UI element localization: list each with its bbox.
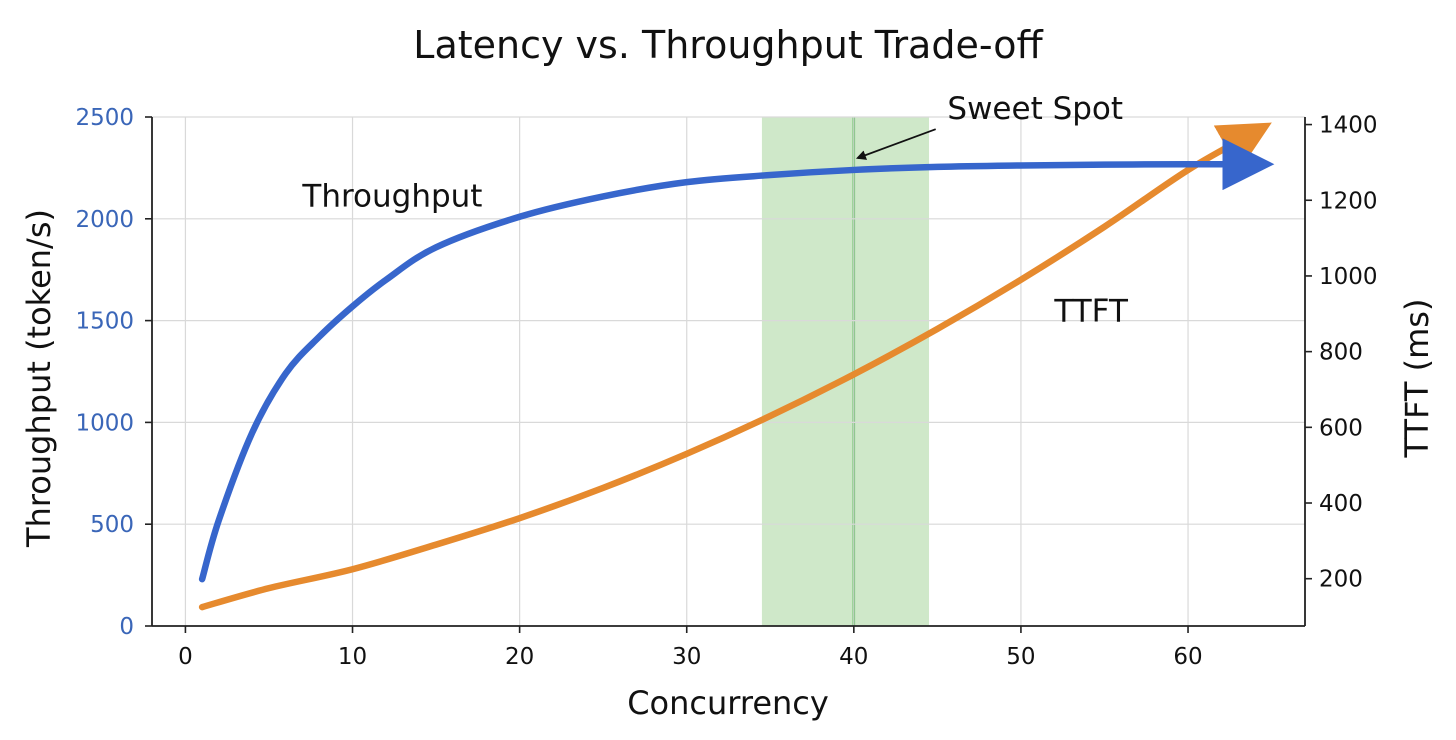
sweet-spot-label: Sweet Spot (947, 91, 1123, 127)
x-tick-label: 50 (1006, 644, 1035, 670)
sweet-spot-band (761, 117, 930, 626)
x-tick-label: 20 (505, 644, 534, 670)
x-tick-label: 60 (1173, 644, 1202, 670)
series-line-throughput (198, 138, 1275, 583)
y-right-tick-label: 1400 (1319, 113, 1378, 139)
y-axis-left-title: Throughput (token/s) (20, 209, 58, 548)
x-tick-label: 30 (672, 644, 701, 670)
y-right-tick-label: 1000 (1319, 264, 1378, 290)
y-right-tick-label: 400 (1319, 491, 1363, 517)
y-right-tick-label: 1200 (1319, 188, 1378, 214)
x-tick-label: 40 (839, 644, 868, 670)
y-left-tick-label: 2500 (75, 105, 134, 131)
series-label-throughput: Throughput (301, 179, 482, 215)
y-axis-right-title: TTFT (ms) (1398, 299, 1436, 459)
y-left-tick-label: 500 (90, 512, 134, 538)
x-axis-title: Concurrency (627, 684, 829, 722)
y-right-tick-label: 200 (1319, 567, 1363, 593)
y-left-tick-label: 1000 (75, 410, 134, 436)
y-left-tick-label: 0 (119, 614, 134, 640)
x-tick-label: 0 (178, 644, 193, 670)
series-line-ttft (198, 122, 1272, 611)
y-left-tick-label: 1500 (75, 309, 134, 335)
series-label-ttft: TTFT (1053, 293, 1129, 329)
y-right-tick-label: 800 (1319, 340, 1363, 366)
x-tick-label: 10 (338, 644, 367, 670)
y-right-tick-label: 600 (1319, 415, 1363, 441)
chart-title: Latency vs. Throughput Trade-off (413, 23, 1043, 67)
sweet-spot-arrow (855, 128, 937, 160)
y-left-tick-label: 2000 (75, 207, 134, 233)
